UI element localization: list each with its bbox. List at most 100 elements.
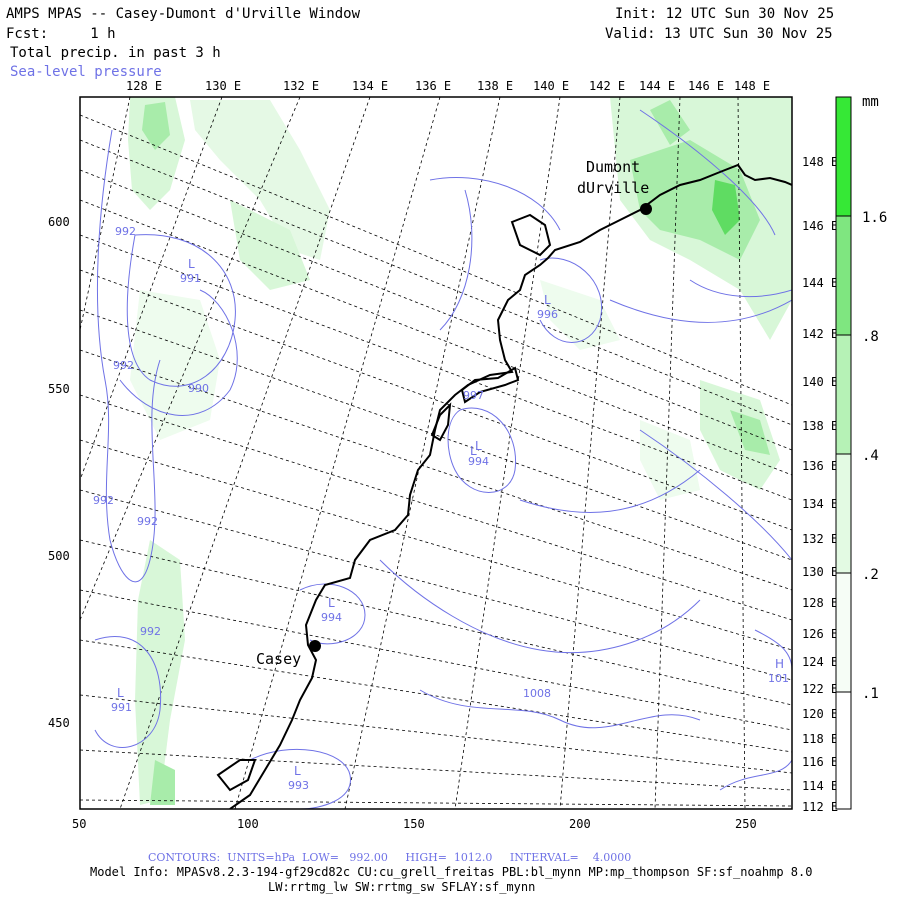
isobar — [379, 559, 701, 653]
low-center-marker: L — [117, 686, 124, 700]
lon-label: 130 E — [802, 565, 838, 579]
low-center-marker: L — [294, 764, 301, 778]
top-lon-labels: 128 E 130 E 132 E 134 E 136 E 138 E 140 … — [126, 79, 770, 93]
pressure-label: 994 — [321, 611, 342, 624]
pressure-centers: L L L L L L L H — [117, 257, 784, 778]
graticule — [80, 97, 223, 481]
lon-label: 142 E — [589, 79, 625, 93]
colorbar-label: .8 — [862, 329, 879, 345]
isobar — [249, 748, 351, 809]
y-tick-label: 600 — [48, 215, 70, 229]
lon-label: 140 E — [802, 375, 838, 389]
graticule — [80, 694, 792, 774]
x-tick-label: 100 — [237, 817, 259, 831]
colorbar-label: .1 — [862, 686, 879, 702]
colorbar-label: .4 — [862, 448, 879, 464]
precip-shading — [128, 97, 792, 805]
graticule — [80, 489, 792, 681]
map-title: AMPS MPAS -- Casey-Dumont d'Urville Wind… — [6, 6, 361, 22]
colorbar-segment — [836, 573, 851, 692]
lon-label: 136 E — [802, 459, 838, 473]
pressure-label: 992 — [140, 625, 161, 638]
isobar — [439, 189, 473, 331]
lon-label: 148 E — [802, 155, 838, 169]
low-center-marker: L — [188, 257, 195, 271]
graticule — [80, 97, 131, 331]
lon-label: 126 E — [802, 627, 838, 641]
pressure-label: 994 — [468, 455, 489, 468]
pressure-label: 991 — [180, 272, 201, 285]
low-center-marker: L — [470, 444, 477, 458]
colorbar — [835, 96, 852, 810]
graticule — [344, 97, 501, 809]
graticule — [80, 589, 792, 731]
lon-label: 146 E — [688, 79, 724, 93]
colorbar-segment — [836, 216, 851, 335]
casey-label: Casey — [256, 650, 301, 668]
colorbar-segment — [836, 97, 851, 216]
pressure-contours — [94, 109, 792, 809]
isobar — [119, 289, 238, 416]
isobar — [126, 234, 236, 387]
colorbar-segment — [836, 335, 851, 454]
lon-label: 138 E — [477, 79, 513, 93]
colorbar-segment — [836, 692, 851, 809]
colorbar-label: 1.6 — [862, 210, 887, 226]
graticule — [654, 97, 681, 809]
isobar — [419, 689, 701, 729]
isobar — [719, 759, 792, 791]
dumont-label-line1: Dumont — [586, 158, 640, 176]
graticule — [737, 97, 746, 809]
ice-shelf — [460, 366, 520, 404]
colorbar-unit: mm — [862, 94, 879, 110]
precip-area — [712, 180, 740, 235]
graticule — [80, 639, 792, 753]
precip-area — [142, 102, 170, 150]
lon-label: 142 E — [802, 327, 838, 341]
precip-area — [135, 540, 185, 805]
graticule — [80, 269, 792, 531]
pressure-label: 996 — [537, 308, 558, 321]
valid-time: Valid: 13 UTC Sun 30 Nov 25 — [605, 26, 833, 42]
pressure-label: 992 — [93, 494, 114, 507]
isobar — [609, 299, 792, 323]
graticule — [80, 439, 792, 651]
lon-label: 128 E — [802, 596, 838, 610]
lon-label: 116 E — [802, 755, 838, 769]
precip-area — [130, 290, 220, 440]
contour-info: CONTOURS: UNITS=hPa LOW= 992.00 HIGH= 10… — [148, 851, 632, 864]
pressure-label: 991 — [111, 701, 132, 714]
coastline — [216, 163, 792, 809]
precip-area — [150, 760, 175, 805]
precip-area — [730, 410, 770, 455]
isobar — [754, 629, 792, 671]
pressure-label: 992 — [113, 359, 134, 372]
model-info-line2: LW:rrtmg_lw SW:rrtmg_sw SFLAY:sf_mynn — [268, 880, 536, 894]
lon-label: 120 E — [802, 707, 838, 721]
x-tick-label: 150 — [403, 817, 425, 831]
x-tick-label: 50 — [72, 817, 86, 831]
map-frame — [79, 96, 793, 810]
y-tick-label: 450 — [48, 716, 70, 730]
colorbar-frame — [835, 96, 852, 810]
ice-shelf — [216, 759, 257, 792]
lon-label: 148 E — [734, 79, 770, 93]
right-lon-labels: 148 E 146 E 144 E 142 E 140 E 138 E 136 … — [802, 155, 838, 814]
graticule — [559, 97, 621, 809]
graticule — [80, 97, 301, 621]
isobar — [689, 279, 792, 297]
init-time: Init: 12 UTC Sun 30 Nov 25 — [615, 6, 835, 22]
lon-label: 124 E — [802, 655, 838, 669]
pressure-label: 993 — [288, 779, 309, 792]
x-tick-labels: 50 100 150 200 250 — [72, 817, 757, 831]
graticule — [80, 169, 792, 451]
graticule — [80, 539, 792, 706]
pressure-label: 992 — [115, 225, 136, 238]
colorbar-segment — [836, 454, 851, 573]
graticule — [80, 114, 792, 406]
overlay-name: Sea-level pressure — [10, 64, 162, 80]
model-info: Model Info: MPASv8.2.3-194-gf29cd82c CU:… — [90, 865, 813, 879]
lon-label: 114 E — [802, 779, 838, 793]
lon-label: 144 E — [802, 276, 838, 290]
